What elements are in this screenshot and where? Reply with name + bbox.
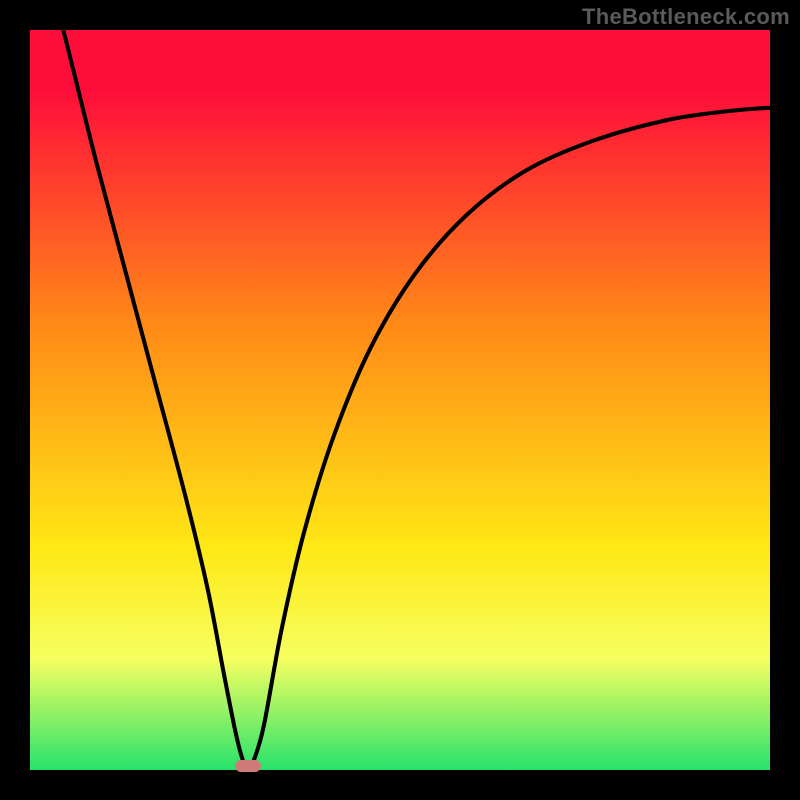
chart-container: TheBottleneck.com xyxy=(0,0,800,800)
minimum-marker xyxy=(235,760,261,772)
watermark-label: TheBottleneck.com xyxy=(582,4,790,30)
curve-svg xyxy=(30,30,770,770)
plot-area xyxy=(30,30,770,770)
bottleneck-curve xyxy=(63,30,770,770)
